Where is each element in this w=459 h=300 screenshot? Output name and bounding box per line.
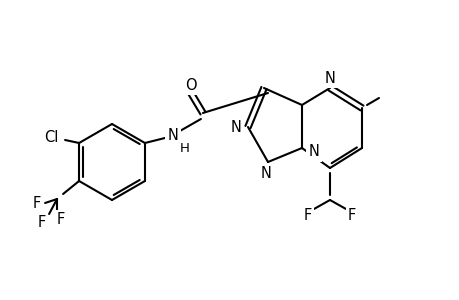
- Text: N: N: [167, 128, 178, 142]
- Text: H: H: [179, 142, 190, 155]
- Text: F: F: [38, 215, 46, 230]
- Text: N: N: [230, 119, 241, 134]
- Text: F: F: [33, 196, 41, 211]
- Text: O: O: [185, 77, 196, 92]
- Text: F: F: [347, 208, 355, 224]
- Text: F: F: [57, 212, 65, 227]
- Text: N: N: [324, 70, 335, 86]
- Text: N: N: [308, 145, 319, 160]
- Text: Cl: Cl: [44, 130, 58, 145]
- Text: N: N: [260, 167, 271, 182]
- Text: F: F: [303, 208, 312, 224]
